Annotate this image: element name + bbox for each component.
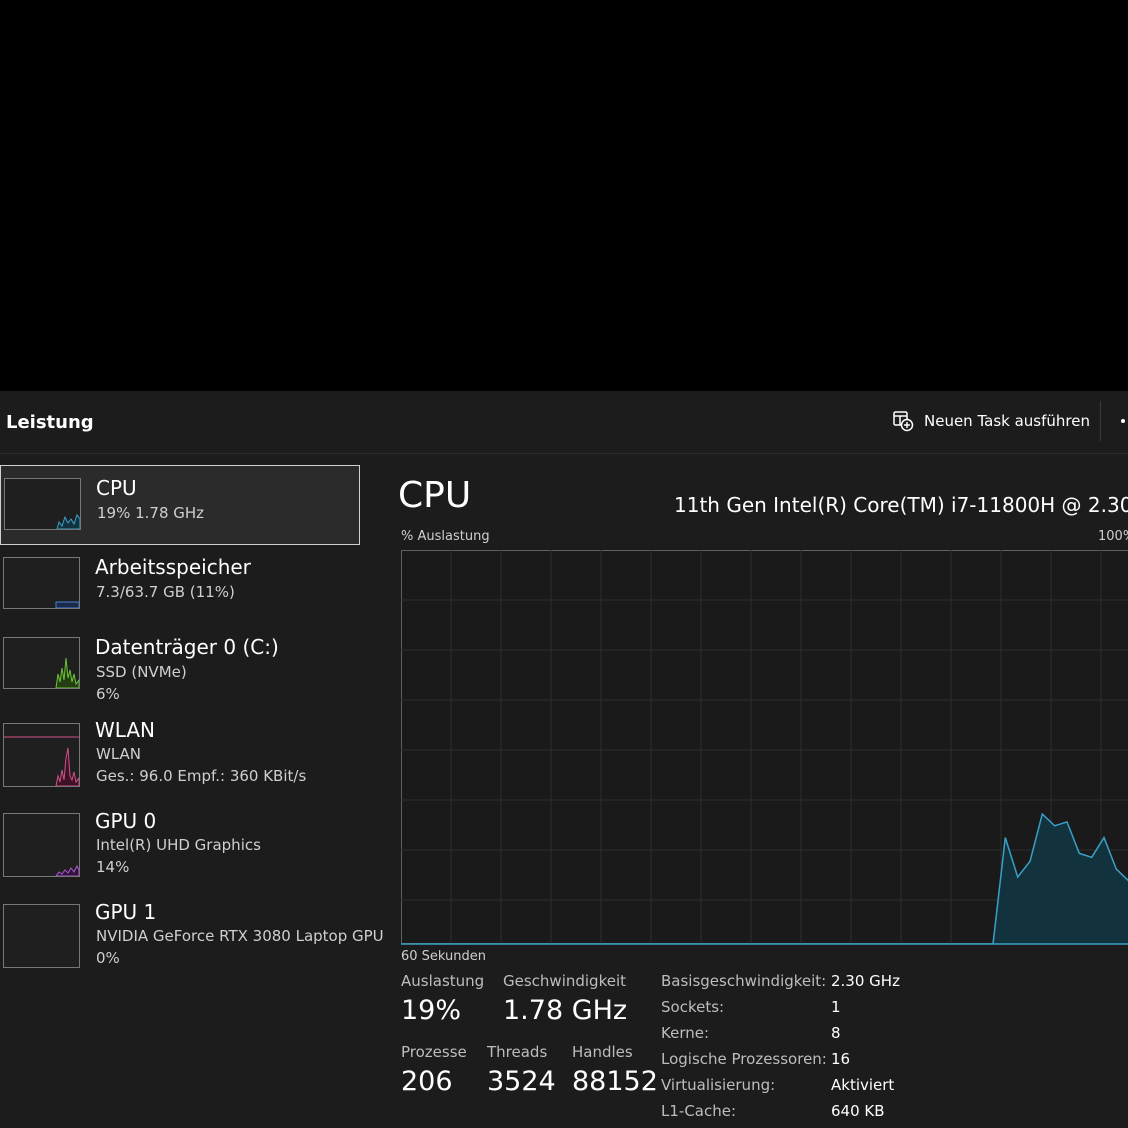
sidebar-item-title: CPU [96,476,137,500]
cores-label: Kerne: [661,1024,710,1042]
wlan-mini-graph [4,736,79,786]
memory-mini-graph [55,601,79,608]
sidebar-item-subtitle: Intel(R) UHD Graphics [96,836,261,854]
disk-mini-graph [55,657,79,688]
more-icon [1121,419,1125,423]
sidebar-item-title: Datenträger 0 (C:) [95,635,279,659]
sidebar-item-subtitle: WLAN [96,745,142,763]
utilization-axis-label: % Auslastung [401,529,490,544]
header-bar: Leistung Neuen Task ausführen [0,391,1128,454]
threads-value: 3524 [487,1066,556,1097]
sidebar-item-detail: 6% [96,685,120,703]
new-task-label: Neuen Task ausführen [924,412,1090,430]
gpu0-mini-graph [55,864,79,876]
time-axis-label: 60 Sekunden [401,949,487,964]
memory-thumbnail [3,557,80,609]
logical-processors-value: 16 [831,1050,851,1068]
sidebar-item-title: GPU 1 [95,900,157,924]
speed-label: Geschwindigkeit [503,972,627,990]
handles-label: Handles [572,1043,633,1061]
cpu-usage-area [401,812,1128,945]
sidebar-item-subtitle: 19% 1.78 GHz [97,504,205,522]
l1-cache-value: 640 KB [831,1102,885,1120]
task-manager-window: Leistung Neuen Task ausführen [0,391,1128,1128]
gpu0-thumbnail [3,813,80,877]
cpu-mini-graph [56,513,80,529]
threads-label: Threads [487,1043,548,1061]
main-title: CPU [398,475,472,516]
processes-value: 206 [401,1066,453,1097]
graph-grid [401,550,1128,944]
cpu-model-name: 11th Gen Intel(R) Core(TM) i7-11800H @ 2… [674,493,1128,517]
speed-value: 1.78 GHz [503,995,628,1026]
more-button[interactable] [1118,409,1128,433]
page-title: Leistung [6,412,94,433]
gpu1-thumbnail [3,904,80,968]
sockets-value: 1 [831,998,841,1016]
cpu-usage-graph [401,550,1128,945]
l1-cache-label: L1-Cache: [661,1102,737,1120]
base-speed-value: 2.30 GHz [831,972,900,990]
run-task-icon [893,411,914,432]
base-speed-label: Basisgeschwindigkeit: [661,972,827,990]
header-divider [1100,401,1101,441]
sidebar-item-detail: 14% [96,858,130,876]
wlan-thumbnail [3,723,80,787]
sockets-label: Sockets: [661,998,725,1016]
disk-thumbnail [3,637,80,689]
sidebar-item-wlan[interactable]: WLAN WLAN Ges.: 96.0 Empf.: 360 KBit/s [0,716,360,796]
handles-value: 88152 [572,1066,658,1097]
cores-value: 8 [831,1024,841,1042]
black-backdrop [0,0,1128,391]
cpu-thumbnail [4,478,81,530]
sidebar-item-gpu-1[interactable]: GPU 1 NVIDIA GeForce RTX 3080 Laptop GPU… [0,898,384,978]
sidebar-item-subtitle: SSD (NVMe) [96,663,187,681]
sidebar-item-disk[interactable]: Datenträger 0 (C:) SSD (NVMe) 6% [0,625,360,705]
processes-label: Prozesse [401,1043,467,1061]
sidebar-item-title: WLAN [95,718,156,742]
sidebar-item-title: GPU 0 [95,809,157,833]
sidebar-item-detail: Ges.: 96.0 Empf.: 360 KBit/s [96,767,307,785]
utilization-value: 19% [401,995,462,1026]
sidebar-item-title: Arbeitsspeicher [95,555,251,579]
sidebar-item-detail: 0% [96,949,120,967]
sidebar-item-subtitle: 7.3/63.7 GB (11%) [96,583,235,601]
sidebar-item-subtitle: NVIDIA GeForce RTX 3080 Laptop GPU [96,927,384,945]
sidebar-item-memory[interactable]: Arbeitsspeicher 7.3/63.7 GB (11%) [0,545,360,625]
new-task-button[interactable]: Neuen Task ausführen [892,409,1090,433]
virtualization-value: Aktiviert [831,1076,895,1094]
utilization-label: Auslastung [401,972,485,990]
logical-processors-label: Logische Prozessoren: [661,1050,827,1068]
sidebar-item-cpu[interactable]: CPU 19% 1.78 GHz [0,465,360,545]
sidebar-item-gpu-0[interactable]: GPU 0 Intel(R) UHD Graphics 14% [0,807,360,887]
virtualization-label: Virtualisierung: [661,1076,776,1094]
utilization-max-label: 100% [1098,529,1128,544]
